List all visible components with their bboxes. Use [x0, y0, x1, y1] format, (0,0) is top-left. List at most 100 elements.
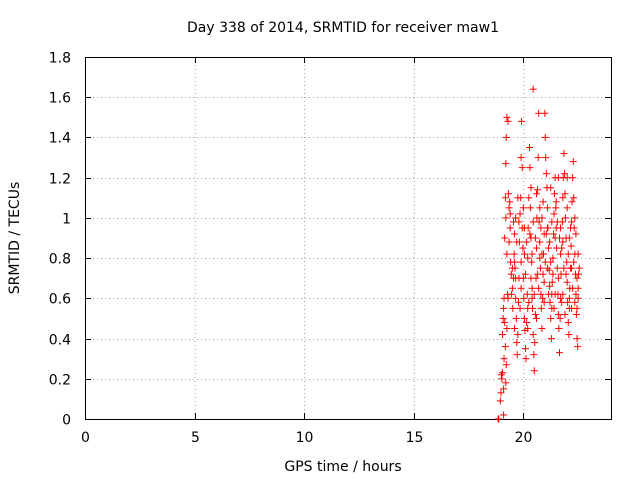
- data-point: [528, 250, 536, 258]
- data-point: [528, 294, 536, 302]
- data-point: [562, 270, 570, 278]
- data-point: [530, 351, 538, 359]
- data-point: [559, 238, 567, 246]
- data-point: [546, 238, 554, 246]
- data-point: [536, 254, 544, 262]
- data-point: [559, 194, 567, 202]
- data-point: [503, 113, 511, 121]
- data-point: [523, 318, 531, 326]
- data-point: [564, 318, 572, 326]
- data-point: [539, 198, 547, 206]
- data-point: [537, 304, 545, 312]
- data-point: [502, 361, 510, 369]
- data-point: [554, 174, 562, 182]
- data-point: [509, 304, 517, 312]
- data-point: [508, 284, 516, 292]
- data-point: [536, 238, 544, 246]
- data-point: [527, 274, 535, 282]
- data-point: [499, 314, 507, 322]
- data-point: [516, 210, 524, 218]
- data-point: [524, 254, 532, 262]
- data-point: [551, 234, 559, 242]
- data-point: [559, 290, 567, 298]
- grid: [85, 57, 611, 419]
- y-tick-label: 0.2: [49, 373, 71, 389]
- data-point: [566, 224, 574, 232]
- data-point: [540, 278, 548, 286]
- data-point: [511, 258, 519, 266]
- data-point: [532, 244, 540, 252]
- data-point: [574, 294, 582, 302]
- data-point: [514, 194, 522, 202]
- data-point: [563, 204, 571, 212]
- data-point: [564, 250, 572, 258]
- data-point: [495, 415, 503, 423]
- data-point: [541, 258, 549, 266]
- data-point: [555, 349, 563, 357]
- x-tick-label: 5: [191, 430, 200, 446]
- data-point: [557, 250, 565, 258]
- data-point: [530, 290, 538, 298]
- data-point: [563, 278, 571, 286]
- data-point: [550, 304, 558, 312]
- data-point: [522, 355, 530, 363]
- data-point: [575, 264, 583, 272]
- y-tick-label: 0.6: [49, 292, 71, 308]
- data-point: [504, 190, 512, 198]
- data-point: [560, 264, 568, 272]
- data-point: [547, 184, 555, 192]
- data-point: [535, 218, 543, 226]
- data-point: [529, 218, 537, 226]
- data-point: [525, 298, 533, 306]
- data-point: [523, 238, 531, 246]
- data-point: [524, 325, 532, 332]
- data-point: [557, 294, 565, 302]
- data-point: [561, 310, 569, 318]
- data-point: [532, 190, 540, 198]
- data-point: [571, 214, 579, 222]
- data-point: [543, 224, 551, 232]
- tick-labels: 0 5 10 15 20 0 0.2 0.4 0.6 0.8 1 1.2 1.4 1.6 1.8: [49, 51, 533, 447]
- data-point: [547, 314, 555, 322]
- data-point: [573, 274, 581, 282]
- data-point: [552, 204, 560, 212]
- data-point: [536, 204, 544, 212]
- data-point: [530, 367, 538, 375]
- data-point: [554, 274, 562, 282]
- data-point: [516, 304, 524, 312]
- data-point: [514, 331, 522, 339]
- data-point: [542, 230, 550, 238]
- data-point: [563, 258, 571, 266]
- data-point: [498, 375, 506, 383]
- data-point: [568, 304, 576, 312]
- data-point: [499, 331, 507, 339]
- data-point: [550, 230, 558, 238]
- data-point: [569, 158, 577, 166]
- data-point: [502, 379, 510, 387]
- data-point: [570, 258, 578, 266]
- data-points: [494, 85, 583, 423]
- data-point: [500, 304, 508, 312]
- data-point: [531, 339, 539, 347]
- data-point: [504, 294, 512, 302]
- data-point: [561, 190, 569, 198]
- data-point: [517, 284, 525, 292]
- data-point: [545, 244, 553, 252]
- data-point: [502, 214, 510, 222]
- data-point: [515, 298, 523, 306]
- data-point: [525, 194, 533, 202]
- data-point: [512, 274, 520, 282]
- data-point: [513, 238, 521, 246]
- data-point: [506, 210, 514, 218]
- data-point: [522, 345, 530, 353]
- data-point: [574, 284, 582, 292]
- data-point: [531, 310, 539, 318]
- y-tick-label: 1.6: [49, 91, 71, 107]
- data-point: [574, 250, 582, 258]
- data-point: [519, 244, 527, 252]
- data-point: [526, 230, 534, 238]
- data-point: [522, 270, 530, 278]
- data-point: [560, 150, 568, 158]
- data-point: [511, 325, 519, 332]
